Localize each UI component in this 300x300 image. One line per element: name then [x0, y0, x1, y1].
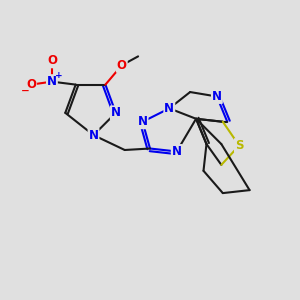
- Text: N: N: [111, 106, 121, 119]
- Text: N: N: [164, 102, 174, 115]
- Text: N: N: [172, 145, 182, 158]
- Text: +: +: [55, 71, 62, 80]
- Text: N: N: [138, 115, 148, 128]
- Text: O: O: [47, 54, 57, 67]
- Text: N: N: [88, 129, 98, 142]
- Text: S: S: [235, 139, 243, 152]
- Text: O: O: [26, 78, 36, 91]
- Text: −: −: [21, 86, 29, 96]
- Text: N: N: [212, 90, 222, 103]
- Text: O: O: [117, 59, 127, 72]
- Text: N: N: [47, 75, 57, 88]
